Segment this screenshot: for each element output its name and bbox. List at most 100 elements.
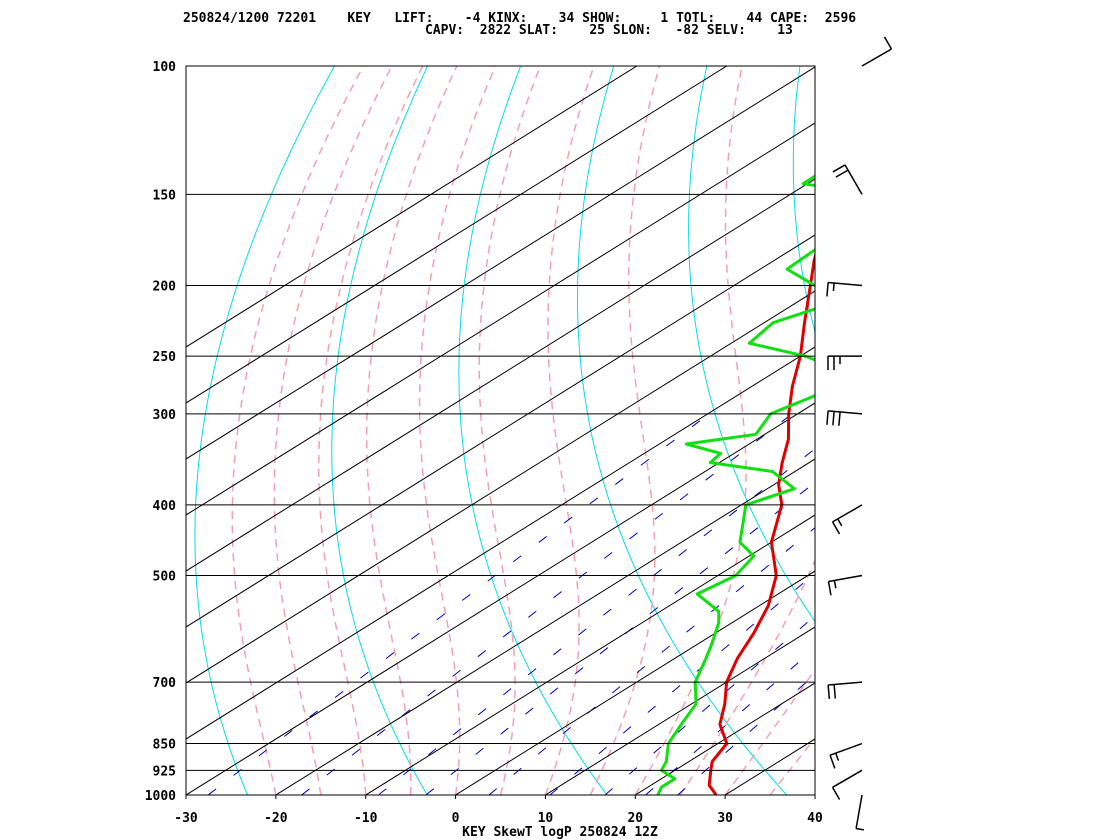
isotherm (454, 570, 815, 795)
y-tick-label: 100 (153, 60, 177, 75)
y-tick-label: 500 (153, 570, 177, 585)
wind-barb-staff (855, 794, 863, 829)
wind-barb-staff (828, 681, 863, 686)
wind-barb-flag (837, 518, 843, 527)
wind-barb-flag (827, 581, 832, 596)
dry-adiabat (1079, 66, 1120, 810)
y-tick-label: 850 (153, 738, 177, 753)
moist-adiabat (679, 558, 815, 795)
wind-barb-flag (855, 827, 865, 831)
wind-barb-staff (828, 574, 863, 583)
moist-adiabat (418, 66, 497, 795)
mixing-ratio-line (378, 448, 815, 795)
wind-barb-flag (883, 36, 893, 50)
isotherm (186, 234, 815, 628)
wind-barb-flag (831, 786, 841, 800)
wind-barb-flag (832, 164, 846, 173)
wind-barb (831, 504, 863, 535)
wind-barb-flag (838, 411, 841, 426)
mixing-ratio-line (301, 413, 793, 795)
isotherm (544, 626, 815, 795)
wind-barb-staff (829, 742, 863, 756)
chart-footer-title: KEY SkewT logP 250824 12Z (462, 825, 658, 840)
wind-barb-flag (833, 684, 837, 699)
y-tick-label: 200 (153, 279, 177, 294)
dry-adiabat (792, 66, 815, 334)
isotherm (186, 122, 815, 516)
isotherm (186, 66, 638, 348)
isotherm (814, 794, 815, 795)
wind-barb-flag (831, 521, 841, 535)
x-tick-label: -30 (174, 811, 198, 826)
moist-adiabat (478, 66, 542, 795)
dry-adiabat (688, 66, 815, 623)
wind-barb (826, 410, 863, 426)
wind-barb-flag (829, 754, 836, 769)
dry-adiabat (576, 66, 788, 795)
isotherm (186, 402, 815, 795)
header-line-1: 250824/1200 72201 KEY LIFT: -4 KINX: 34 … (183, 11, 856, 26)
x-tick-label: 20 (627, 811, 643, 826)
temperature-trace (707, 251, 815, 795)
wind-barb-staff (832, 769, 863, 788)
isotherm (274, 458, 815, 795)
moist-adiabat (589, 66, 661, 795)
dry-adiabat (194, 66, 335, 795)
x-tick-label: 0 (452, 811, 460, 826)
wind-barb (827, 574, 863, 596)
grid-lines (186, 66, 1120, 810)
isotherm (724, 738, 815, 795)
y-tick-label: 925 (153, 764, 176, 779)
wind-barb-staff (832, 504, 863, 523)
wind-barb-flag (827, 684, 831, 700)
wind-barb-flag (835, 169, 849, 178)
moist-adiabat (544, 66, 595, 795)
x-tick-label: -10 (354, 811, 378, 826)
isotherm (186, 346, 815, 740)
wind-barb-flag (826, 410, 829, 425)
x-tick-label: 30 (717, 811, 733, 826)
isotherm (186, 178, 815, 572)
y-tick-label: 700 (153, 676, 177, 691)
wind-barb (826, 281, 863, 297)
dry-adiabat (458, 66, 608, 795)
dry-adiabat (892, 66, 1120, 810)
sounding-traces (656, 174, 815, 795)
x-tick-label: 10 (538, 811, 554, 826)
mixing-ratio-line (677, 674, 815, 795)
y-tick-label: 400 (153, 499, 177, 514)
y-tick-label: 250 (153, 350, 177, 365)
wind-barb-staff (861, 48, 892, 67)
dewpoint-trace (656, 174, 815, 795)
plot-frame (185, 65, 816, 796)
moist-adiabat (318, 66, 424, 795)
y-tick-label: 1000 (145, 789, 176, 804)
isotherm (186, 66, 728, 404)
isotherm (186, 66, 815, 460)
wind-barb-flag (832, 411, 835, 426)
y-tick-label: 300 (153, 408, 177, 423)
mixing-ratio-line (645, 647, 815, 795)
mixing-ratio-line (207, 413, 710, 795)
wind-barb (855, 794, 865, 831)
moist-adiabat (724, 668, 815, 795)
wind-barb (827, 681, 863, 700)
wind-barb (861, 36, 893, 67)
isotherm (186, 290, 815, 684)
wind-barb-flag (834, 752, 840, 761)
wind-barb-flag (832, 282, 835, 292)
dry-adiabat (986, 66, 1120, 810)
wind-barb-staff (844, 164, 863, 195)
wind-barbs (826, 36, 893, 831)
mixing-ratio-line (425, 481, 815, 795)
wind-barb (832, 164, 863, 195)
wind-barb (829, 742, 863, 769)
moist-adiabat (769, 736, 815, 795)
wind-barb (831, 769, 863, 800)
dry-adiabat (331, 66, 428, 795)
moist-adiabat (231, 66, 365, 795)
y-tick-label: 150 (153, 188, 177, 203)
wind-barb-flag (833, 580, 837, 589)
